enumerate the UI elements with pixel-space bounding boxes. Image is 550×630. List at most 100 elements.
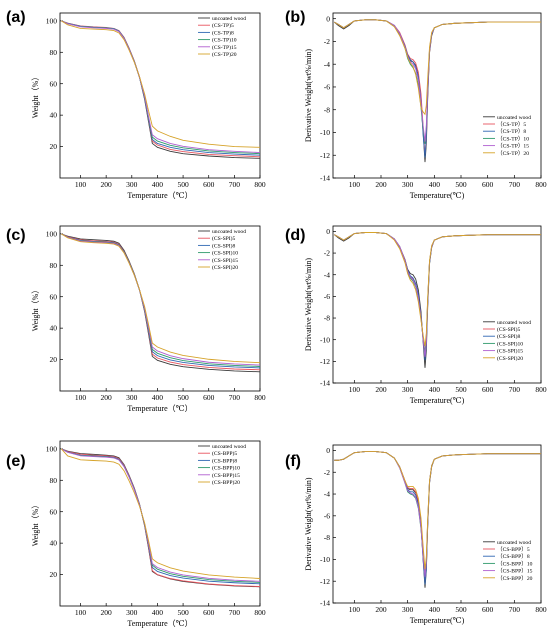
legend-label: (CS-SPI)5 — [212, 235, 236, 242]
plot-frame — [59, 225, 261, 392]
x-tick-label: 400 — [152, 180, 164, 189]
y-tick-label: -10 — [320, 555, 330, 564]
x-tick-label: 300 — [126, 608, 138, 617]
legend-label: (CS-TP)10 — [212, 37, 237, 44]
x-tick-label: 800 — [254, 180, 266, 189]
plot-frame — [59, 440, 261, 607]
x-tick-label: 400 — [429, 605, 441, 614]
x-tick-label: 100 — [75, 180, 87, 189]
legend-label: (CS-SPI)10 — [497, 340, 523, 347]
legend-label: (CS-TP)20 — [212, 51, 237, 58]
y-tick-label: 100 — [46, 444, 58, 453]
x-axis-label: Temperature（℃） — [127, 404, 192, 413]
x-tick-label: 300 — [126, 393, 138, 402]
y-tick-label: 40 — [50, 324, 58, 333]
x-tick-label: 400 — [152, 393, 164, 402]
x-tick-label: 500 — [177, 180, 189, 189]
x-tick-label: 700 — [509, 605, 521, 614]
panel-a: (a) 100 200 300 400 500 600 700 800 20 40 60 80 100 Te… — [6, 9, 266, 200]
x-tick-label: 300 — [402, 180, 414, 189]
panel-label: (a) — [6, 9, 26, 26]
y-tick-label: -14 — [320, 379, 330, 388]
panel-b: (b) 100 200 300 400 500 600 700 800 0 -2 -4 -6 -8 -10 -… — [285, 9, 547, 200]
y-tick-label: 0 — [326, 446, 330, 455]
y-tick-label: 100 — [46, 16, 58, 25]
legend-label: （CS-TP）10 — [497, 135, 529, 142]
panel-d: (d) 100 200 300 400 500 600 700 800 0 -2 -4 -6 -8 -10 -… — [285, 225, 547, 405]
y-tick-label: -4 — [324, 490, 330, 499]
legend-label: （CS-BPP）20 — [497, 575, 533, 582]
y-tick-label: 80 — [50, 261, 58, 270]
x-tick-label: 600 — [482, 180, 494, 189]
series-line-5 — [60, 448, 260, 579]
y-tick-label: -12 — [320, 357, 330, 366]
y-tick-label: 40 — [50, 539, 58, 548]
legend-label: (CS-BPP)20 — [212, 479, 240, 486]
legend-label: (CS-TP)8 — [212, 29, 234, 36]
y-tick-label: -6 — [324, 83, 330, 92]
x-tick-label: 300 — [126, 180, 138, 189]
legend-label: (CS-TP)15 — [212, 44, 237, 51]
series-line-5 — [334, 19, 541, 116]
legend-label: (CS-SPI)5 — [497, 326, 521, 333]
legend-label: (CS-SPI)15 — [212, 257, 238, 264]
x-tick-label: 600 — [482, 385, 494, 394]
x-tick-label: 200 — [101, 393, 113, 402]
y-tick-label: -10 — [320, 335, 330, 344]
x-tick-label: 700 — [229, 180, 241, 189]
x-tick-label: 400 — [152, 608, 164, 617]
x-tick-label: 500 — [455, 180, 467, 189]
x-tick-label: 800 — [535, 180, 547, 189]
series-line-0 — [334, 232, 541, 368]
legend-label: （CS-BPP）15 — [497, 568, 533, 575]
y-tick-label: 20 — [50, 355, 58, 364]
legend-label: uncoated wood — [212, 16, 246, 22]
legend-label: （CS-TP）5 — [497, 121, 526, 128]
plot-frame — [332, 12, 542, 179]
y-axis-label: Derivative Weight(wt%/min) — [304, 477, 313, 571]
y-tick-label: -4 — [324, 270, 330, 279]
legend: uncoated wood(CS-BPP)5(CS-BPP)8(CS-BPP)1… — [198, 444, 246, 486]
legend-label: （CS-TP）8 — [497, 128, 526, 135]
series-line-5 — [334, 451, 541, 570]
y-tick-label: -14 — [320, 599, 330, 608]
x-tick-label: 500 — [455, 385, 467, 394]
legend: uncoated wood(CS-TP)5(CS-TP)8(CS-TP)10(C… — [198, 16, 246, 58]
panel-label: (c) — [6, 227, 26, 244]
x-tick-label: 200 — [101, 608, 113, 617]
series-line-5 — [334, 232, 541, 347]
x-tick-label: 700 — [509, 385, 521, 394]
y-tick-label: 20 — [50, 570, 58, 579]
x-axis-label: Temperature（℃） — [127, 191, 192, 200]
series-line-5 — [61, 20, 260, 148]
y-tick-label: -8 — [324, 105, 330, 114]
legend-label: (CS-SPI)8 — [212, 242, 236, 249]
x-tick-label: 800 — [535, 385, 547, 394]
legend: uncoated wood（CS-BPP）5（CS-BPP）8（CS-BPP）1… — [483, 540, 533, 582]
y-tick-label: 100 — [46, 229, 58, 238]
legend-label: (CS-SPI)10 — [212, 250, 238, 257]
legend-label: (CS-BPP)8 — [212, 457, 237, 464]
x-tick-label: 300 — [402, 605, 414, 614]
legend-label: （CS-TP）20 — [497, 150, 529, 157]
x-axis-label: Temperature（℃） — [127, 619, 192, 628]
x-tick-label: 100 — [349, 385, 361, 394]
x-tick-label: 600 — [482, 605, 494, 614]
y-axis-label: Derivative Weight(wt%/min) — [304, 258, 313, 352]
x-tick-label: 100 — [349, 605, 361, 614]
legend-label: (CS-SPI)8 — [497, 333, 521, 340]
y-tick-label: -10 — [320, 128, 330, 137]
x-tick-label: 100 — [75, 393, 87, 402]
legend-label: uncoated wood — [212, 229, 246, 235]
x-tick-label: 800 — [254, 393, 266, 402]
y-tick-label: -2 — [324, 37, 330, 46]
panel-label: (e) — [6, 453, 26, 470]
x-axis-label: Temperature(℃) — [410, 396, 465, 405]
x-tick-label: 200 — [375, 605, 387, 614]
y-tick-label: 80 — [50, 48, 58, 57]
plot-frame — [59, 12, 261, 179]
legend-label: uncoated wood — [212, 444, 246, 450]
x-tick-label: 700 — [229, 608, 241, 617]
x-axis-label: Temperature(℃) — [410, 616, 465, 625]
